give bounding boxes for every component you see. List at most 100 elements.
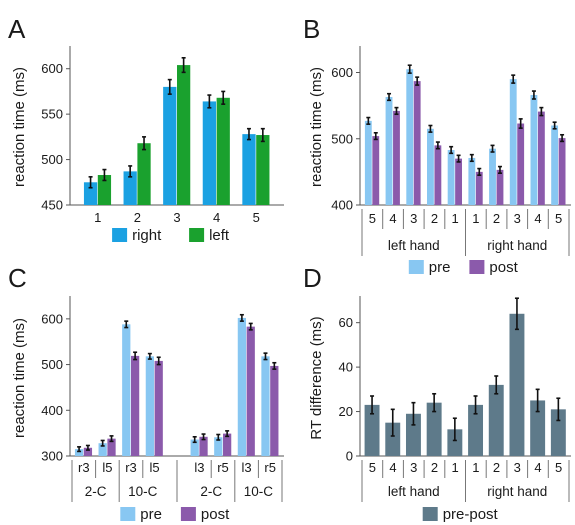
bar-pre-post-4 xyxy=(426,402,442,456)
bar-right-5 xyxy=(242,134,256,205)
bar-pre-7 xyxy=(489,148,496,205)
x-tick-label: 2 xyxy=(134,210,141,225)
panel-c: reaction time (ms) 300 400 500 600 r3 l5 r3 l5 l3… xyxy=(11,296,284,523)
bar-right-4 xyxy=(202,101,216,205)
legend-swatch-pre-post xyxy=(422,507,438,521)
bar-post-10 xyxy=(558,138,566,205)
x-tick-label: 4 xyxy=(213,210,220,225)
bar-pre-4 xyxy=(145,356,154,456)
bar-post-6 xyxy=(475,171,483,205)
bar-post-5 xyxy=(455,158,463,205)
x-tick-label: l5 xyxy=(102,460,112,475)
bar-pre-9 xyxy=(530,95,538,205)
legend-label-right: right xyxy=(132,227,162,244)
y-axis-label: reaction time (ms) xyxy=(11,318,28,438)
bar-pre-2 xyxy=(385,97,393,205)
group-label: left hand xyxy=(388,484,440,499)
bar-post-5 xyxy=(199,436,208,456)
panel-letter-b: B xyxy=(303,14,320,44)
group-label: right hand xyxy=(487,238,547,253)
x-tick-label: l5 xyxy=(150,460,160,475)
bar-pre-4 xyxy=(426,128,434,205)
bar-post-7 xyxy=(496,169,504,205)
y-tick-label: 400 xyxy=(331,198,353,213)
group-label: 10-C xyxy=(128,484,158,499)
x-tick-label: 1 xyxy=(472,460,479,475)
bar-pre-2 xyxy=(98,443,107,456)
x-tick-label: 2 xyxy=(493,211,500,226)
y-tick-label: 450 xyxy=(41,198,63,213)
y-tick-label: 20 xyxy=(339,404,353,419)
x-tick-label: 1 xyxy=(472,211,479,226)
x-tick-label: l3 xyxy=(194,460,204,475)
bar-pre-1 xyxy=(74,449,84,456)
bar-right-2 xyxy=(123,171,137,205)
x-tick-label: 3 xyxy=(173,210,180,225)
y-tick-label: 300 xyxy=(41,449,63,464)
x-tick-label: 2 xyxy=(431,211,438,226)
panel-letter-d: D xyxy=(303,263,322,293)
group-label: 2-C xyxy=(85,484,107,499)
bar-post-2 xyxy=(393,110,400,205)
y-tick-label: 600 xyxy=(41,61,63,76)
legend-label-post: post xyxy=(201,506,230,523)
y-tick-label: 600 xyxy=(331,65,353,80)
x-tick-label: 5 xyxy=(369,211,376,226)
group-label: 10-C xyxy=(244,484,274,499)
legend-swatch-post xyxy=(469,260,485,274)
legend-label-pre: pre xyxy=(429,259,451,276)
legend-label-post: post xyxy=(489,259,518,276)
legend-label-left: left xyxy=(209,227,230,244)
panel-a: reaction time (ms) 450 500 550 600 1 2 3 4 5 right… xyxy=(11,46,284,244)
bar-post-3 xyxy=(413,81,421,205)
bar-pre-post-8 xyxy=(509,313,525,456)
bar-post-1 xyxy=(372,136,380,205)
legend-swatch-post xyxy=(180,507,196,521)
bar-pre-post-10 xyxy=(550,409,566,456)
group-label: left hand xyxy=(388,238,440,253)
panel-letter-a: A xyxy=(8,14,26,44)
bar-post-8 xyxy=(270,365,279,456)
bar-pre-post-7 xyxy=(488,384,504,456)
bar-post-9 xyxy=(537,111,545,205)
x-tick-label: r5 xyxy=(217,460,229,475)
bar-post-8 xyxy=(517,123,525,205)
bar-left-3 xyxy=(177,65,191,205)
y-tick-label: 500 xyxy=(41,357,63,372)
bar-pre-post-9 xyxy=(530,400,546,456)
x-tick-label: 5 xyxy=(555,460,562,475)
legend-swatch-right xyxy=(112,228,128,242)
bar-pre-post-6 xyxy=(468,404,484,456)
x-tick-label: r3 xyxy=(78,460,90,475)
bar-post-7 xyxy=(246,326,255,456)
x-tick-label: 4 xyxy=(534,460,541,475)
y-tick-label: 60 xyxy=(339,315,353,330)
x-tick-label: 3 xyxy=(514,460,521,475)
bar-pre-3 xyxy=(406,69,414,205)
bar-post-2 xyxy=(107,438,116,456)
bar-pre-7 xyxy=(237,317,247,456)
legend-swatch-pre xyxy=(408,260,424,274)
bar-pre-8 xyxy=(509,79,517,205)
y-axis-label: RT difference (ms) xyxy=(308,316,325,439)
legend-label-pre-post: pre-post xyxy=(443,506,499,523)
bar-post-4 xyxy=(434,145,442,205)
bar-left-5 xyxy=(256,135,270,205)
x-tick-label: 2 xyxy=(431,460,438,475)
x-tick-label: 3 xyxy=(410,211,417,226)
bar-post-4 xyxy=(154,360,163,456)
group-label: right hand xyxy=(487,484,547,499)
bar-right-3 xyxy=(163,86,177,205)
legend-swatch-pre xyxy=(120,507,136,521)
x-tick-label: 5 xyxy=(253,210,260,225)
x-tick-label: 4 xyxy=(534,211,541,226)
bar-pre-5 xyxy=(190,439,199,456)
y-tick-label: 400 xyxy=(41,403,63,418)
bar-post-6 xyxy=(223,433,232,456)
bar-left-2 xyxy=(137,143,151,205)
bar-post-3 xyxy=(130,355,140,456)
bar-pre-6 xyxy=(468,157,476,205)
